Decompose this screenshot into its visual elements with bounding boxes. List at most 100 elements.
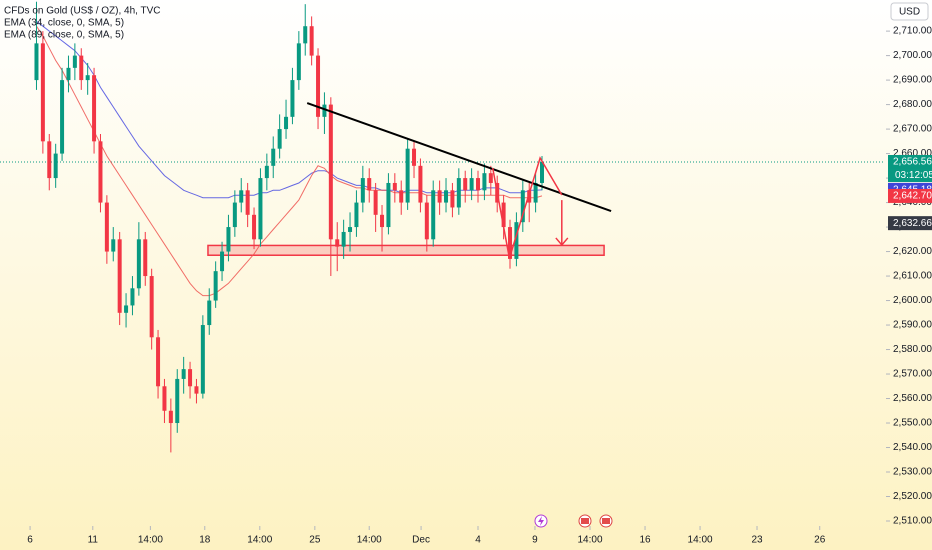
price-label: 2,656.560 [893,157,932,168]
candle-body [213,271,218,301]
candle-body [200,325,205,394]
y-tick-label: 2,670.000 [893,124,932,135]
flag-shape [602,518,610,524]
candle-body [463,178,468,191]
candle-body [245,190,250,215]
candle-body [175,378,180,424]
y-tick-label: 2,690.000 [893,75,932,86]
lightning-icon [538,516,544,526]
candle-body [284,116,289,130]
candle-body [527,190,532,203]
candle-body [79,55,84,81]
candle-body [296,43,301,81]
candle-body [431,190,436,240]
candle-body [207,300,212,326]
candle-body [386,182,391,228]
y-tick-label: 2,550.000 [893,418,932,429]
candle-body [354,202,359,228]
y-tick-label: 2,520.000 [893,491,932,502]
y-tick-label: 2,660.000 [893,148,932,159]
candle-body [220,251,225,272]
indicator-legend: EMA (34, close, 0, SMA, 5) [4,18,124,29]
candle-body [533,182,538,203]
price-label-box [888,216,932,231]
candle-body [456,178,461,208]
x-tick-label: 26 [814,535,826,546]
candle-body [34,43,39,81]
currency-label[interactable]: USD [899,7,920,18]
candle-body [40,43,45,142]
candle-body [258,178,263,240]
candle-body [309,26,314,56]
chart-title: CFDs on Gold (US$ / OZ), 4h, TVC [4,6,161,17]
candle-body [156,337,161,387]
candle-body [264,165,269,179]
countdown-box [888,169,932,183]
candle-body [520,190,525,223]
x-tick-label: 4 [475,535,481,546]
candle-body [303,26,308,44]
y-tick-label: 2,540.000 [893,442,932,453]
candle-body [85,75,90,81]
arrow-head [555,237,569,247]
y-tick-label: 2,590.000 [893,320,932,331]
x-tick-label: 14:00 [357,535,382,546]
x-tick-label: 23 [751,535,763,546]
candle-body [360,178,365,203]
candle-body [226,227,231,252]
overlay: 2,510.000 2,520.000 2,530.000 2,540.000 2,55… [27,26,932,546]
y-tick-label: 2,600.000 [893,295,932,306]
candle-body [405,148,410,203]
candle-body [540,162,545,183]
x-tick-label: 9 [532,535,538,546]
candle-body [424,202,429,240]
y-tick-label: 2,530.000 [893,467,932,478]
y-tick-label: 2,580.000 [893,344,932,355]
candle-body [143,239,148,277]
y-tick-label: 2,620.000 [893,246,932,257]
y-tick-label: 2,700.000 [893,50,932,61]
x-tick-label: 6 [27,535,33,546]
y-tick-label: 2,560.000 [893,393,932,404]
candle-body [271,148,276,166]
countdown-label: 03:12:05 [895,170,932,181]
candle-body [335,239,340,247]
price-label-box [888,155,932,170]
candle-body [277,129,282,149]
price-label-box [888,188,932,203]
candle-body [124,305,129,313]
candle-body [290,80,295,117]
candle-body [66,67,71,81]
candle-body [92,75,97,142]
x-tick-label: 14:00 [138,535,163,546]
candle-body [380,214,385,228]
candle-body [136,239,141,289]
candle-body [482,173,487,191]
candle-body [232,202,237,228]
candle-body [450,190,455,208]
candle-body [47,141,52,179]
candle-body [162,386,167,411]
candle-body [348,227,353,232]
x-tick-label: 14:00 [577,535,602,546]
candle-body [399,190,404,203]
candle-body [341,231,346,247]
x-tick-label: 14:00 [688,535,713,546]
support-zone [207,244,605,256]
flag-shape [581,518,589,524]
plot-area [0,1,885,453]
x-tick-label: 16 [639,535,651,546]
candle-body [367,178,372,191]
x-tick-label: 18 [199,535,211,546]
candle-body [60,80,65,154]
candle-body [130,288,135,306]
y-tick-label: 2,570.000 [893,369,932,380]
candle-body [168,410,173,424]
currency-box[interactable] [890,2,929,21]
candle-body [181,369,186,379]
x-tick-label: 14:00 [247,535,272,546]
candle-body [476,178,481,191]
